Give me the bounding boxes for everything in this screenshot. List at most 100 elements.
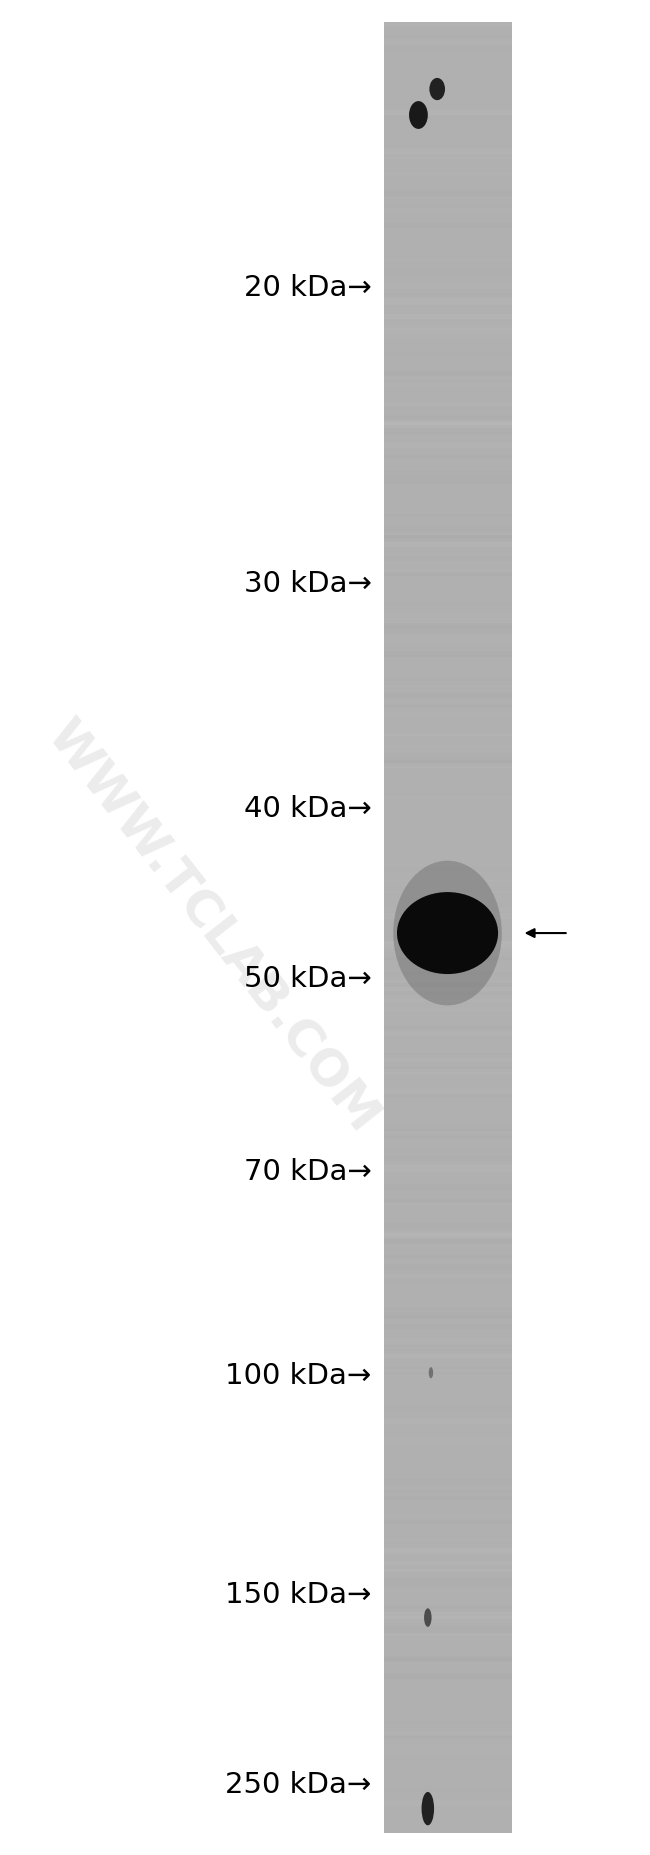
Bar (384, 1165, 512, 1172)
Bar (384, 1519, 512, 1525)
Bar (384, 371, 512, 377)
Bar (384, 937, 512, 939)
Bar (384, 913, 512, 920)
Bar (384, 421, 512, 425)
Bar (384, 1549, 512, 1553)
Bar (384, 1408, 512, 1412)
Text: 100 kDa→: 100 kDa→ (226, 1362, 372, 1391)
Bar (384, 1156, 512, 1161)
Bar (384, 879, 512, 883)
Bar (384, 601, 512, 607)
Bar (384, 1232, 512, 1239)
Bar (384, 694, 512, 699)
Bar (384, 1089, 512, 1094)
Ellipse shape (424, 1608, 432, 1627)
Bar (384, 655, 512, 657)
Bar (384, 1569, 512, 1573)
Bar (384, 1657, 512, 1662)
Bar (384, 749, 512, 757)
Bar (384, 1538, 512, 1542)
Bar (384, 692, 512, 697)
Bar (384, 534, 512, 542)
Text: 50 kDa→: 50 kDa→ (244, 965, 372, 994)
Bar (384, 887, 512, 890)
Bar (384, 22, 512, 1833)
Text: 20 kDa→: 20 kDa→ (244, 273, 372, 302)
Ellipse shape (430, 78, 445, 100)
Bar (384, 1263, 512, 1271)
Bar (384, 1234, 512, 1239)
Bar (384, 291, 512, 293)
Bar (384, 686, 512, 690)
Bar (384, 297, 512, 304)
Bar (384, 703, 512, 710)
Bar (384, 1026, 512, 1030)
Bar (384, 1547, 512, 1553)
Bar (384, 614, 512, 620)
Bar (384, 416, 512, 421)
Bar (384, 1117, 512, 1122)
Bar (384, 983, 512, 989)
Bar (384, 625, 512, 627)
Bar (384, 1799, 512, 1807)
Bar (384, 35, 512, 39)
Bar (384, 1308, 512, 1311)
Bar (384, 987, 512, 991)
Bar (384, 1560, 512, 1566)
Bar (384, 573, 512, 575)
Bar (384, 1490, 512, 1493)
Bar (384, 677, 512, 681)
Bar (384, 1234, 512, 1235)
Bar (384, 404, 512, 410)
Bar (384, 206, 512, 208)
Bar (384, 1553, 512, 1554)
Bar (384, 751, 512, 759)
Ellipse shape (422, 1792, 434, 1825)
Bar (384, 514, 512, 516)
Bar (384, 1744, 512, 1751)
Bar (384, 944, 512, 952)
Bar (384, 477, 512, 484)
Bar (384, 636, 512, 642)
Bar (384, 887, 512, 894)
Bar (384, 744, 512, 748)
Bar (384, 1239, 512, 1243)
Text: 70 kDa→: 70 kDa→ (244, 1158, 372, 1187)
Bar (384, 1579, 512, 1580)
Bar (384, 1222, 512, 1228)
Bar (384, 1786, 512, 1792)
Bar (384, 189, 512, 197)
Bar (384, 1419, 512, 1425)
Bar (384, 419, 512, 427)
Bar (384, 1723, 512, 1727)
Bar (384, 325, 512, 328)
Bar (384, 542, 512, 547)
Bar (384, 940, 512, 946)
Bar (384, 1202, 512, 1204)
Bar (384, 1317, 512, 1319)
Bar (384, 1345, 512, 1352)
Bar (384, 371, 512, 377)
Bar (384, 380, 512, 382)
Bar (384, 1256, 512, 1258)
Bar (384, 1569, 512, 1573)
Bar (384, 534, 512, 538)
Bar (384, 45, 512, 50)
Bar (384, 1169, 512, 1171)
Bar (384, 796, 512, 798)
Bar (384, 284, 512, 289)
Bar (384, 425, 512, 432)
Bar (384, 115, 512, 121)
Bar (384, 304, 512, 308)
Bar (384, 380, 512, 386)
Bar (384, 208, 512, 211)
Bar (384, 1026, 512, 1031)
Bar (384, 403, 512, 406)
Bar (384, 1658, 512, 1660)
Bar (384, 1055, 512, 1061)
Bar (384, 957, 512, 959)
Bar (384, 690, 512, 692)
Bar (384, 417, 512, 425)
Bar (384, 1614, 512, 1616)
Bar (384, 766, 512, 768)
